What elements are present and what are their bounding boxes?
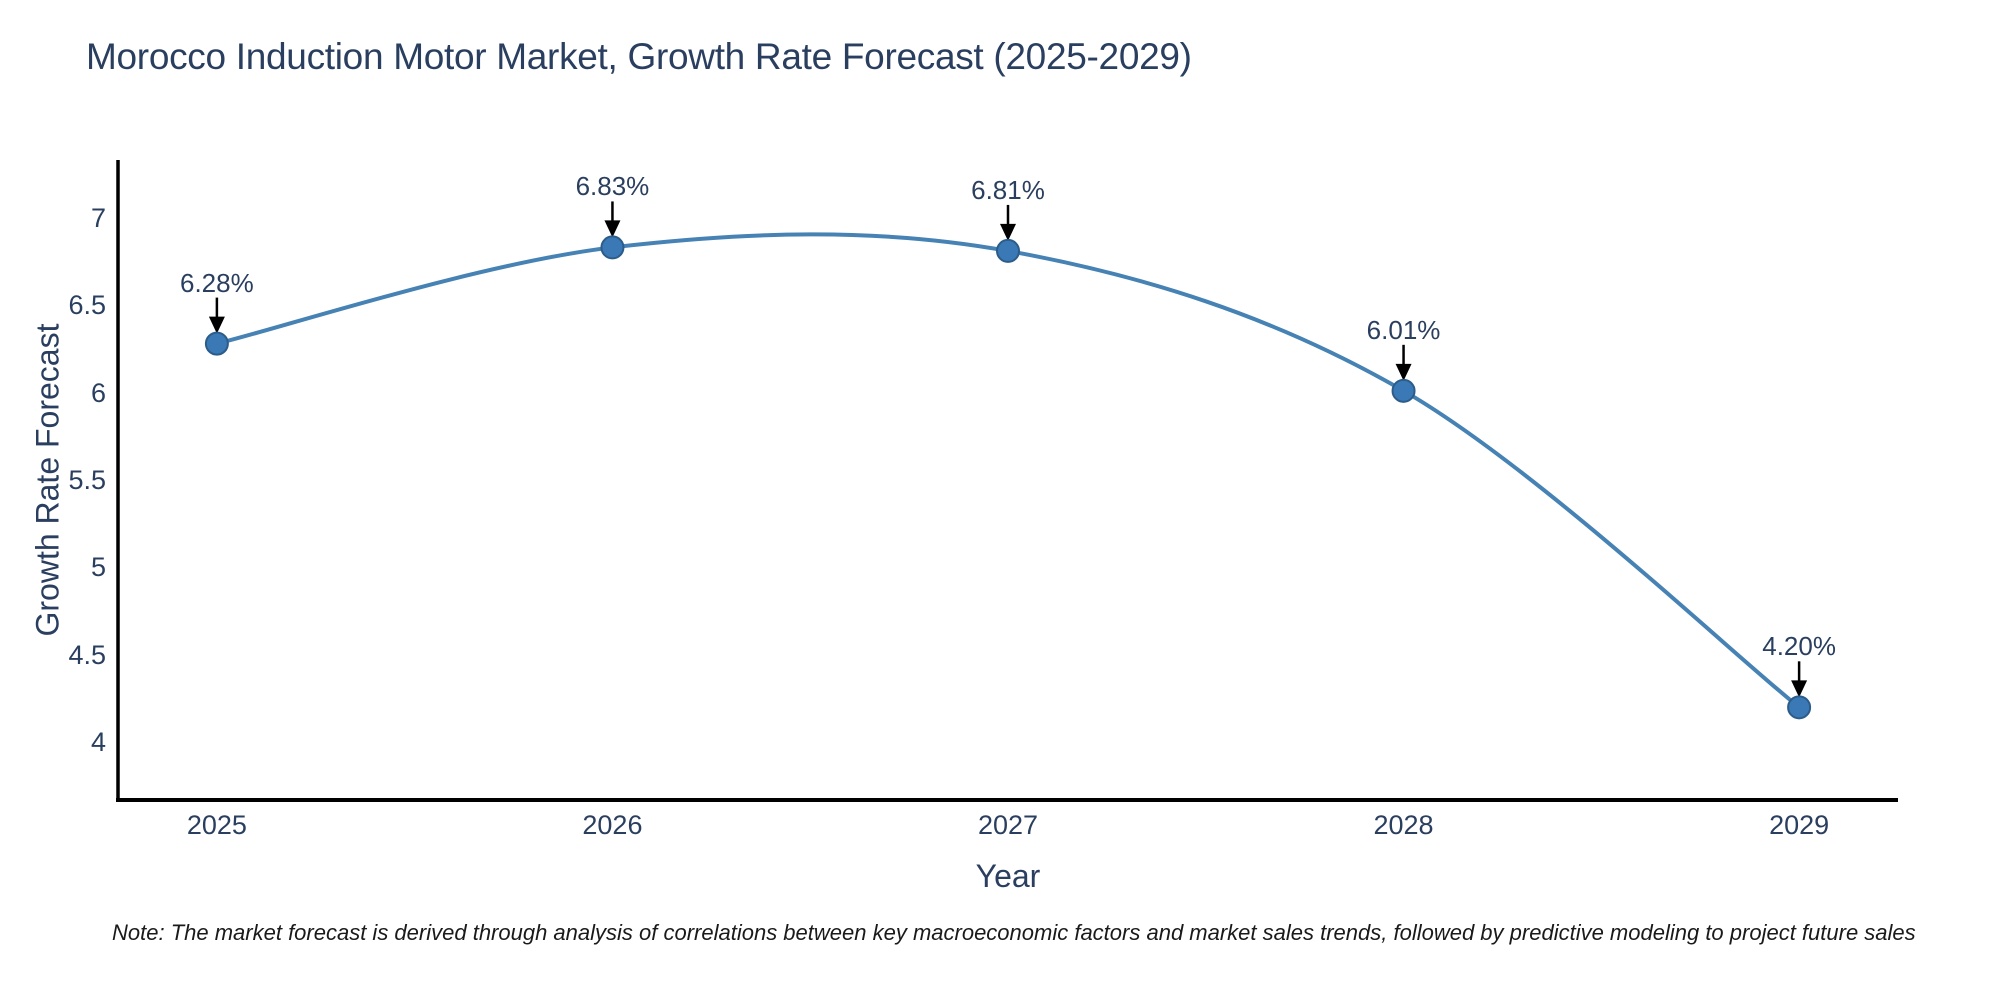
footnote: Note: The market forecast is derived thr… — [112, 920, 1916, 945]
data-point-label: 4.20% — [1762, 631, 1836, 662]
data-point-marker[interactable] — [600, 235, 625, 260]
chart-title: Morocco Induction Motor Market, Growth R… — [86, 36, 1192, 77]
data-point-label: 6.28% — [180, 267, 254, 298]
x-tick-label: 2026 — [582, 810, 643, 840]
annotation-arrowhead — [604, 220, 621, 238]
data-point-marker[interactable] — [996, 238, 1020, 263]
y-tick-label: 5.5 — [68, 465, 106, 495]
x-tick-label: 2025 — [186, 810, 247, 840]
y-axis-label: Growth Rate Forecast — [29, 323, 66, 637]
data-point-label: 6.01% — [1366, 314, 1441, 345]
y-tick-label: 6 — [90, 377, 106, 408]
y-tick-label: 6.5 — [68, 290, 106, 321]
data-point-marker[interactable] — [204, 331, 229, 356]
annotation-arrowhead — [1791, 680, 1808, 698]
line-series-path — [216, 232, 1801, 709]
annotation-arrowhead — [1395, 363, 1412, 381]
x-axis-label: Year — [975, 858, 1041, 894]
x-tick-label: 2028 — [1373, 810, 1434, 840]
data-point-marker[interactable] — [1391, 378, 1416, 403]
data-point-marker[interactable] — [1787, 695, 1812, 720]
x-tick-label: 2029 — [1769, 810, 1830, 840]
x-tick-label: 2027 — [977, 810, 1039, 840]
annotation-arrowhead — [1000, 223, 1016, 241]
y-tick-label: 7 — [90, 202, 106, 233]
y-tick-label: 4.5 — [68, 639, 106, 670]
y-tick-label: 5 — [90, 552, 106, 583]
annotation-arrowhead — [208, 316, 225, 334]
data-point-label: 6.81% — [971, 174, 1045, 205]
data-point-label: 6.83% — [575, 171, 650, 202]
y-tick-label: 4 — [90, 727, 106, 758]
